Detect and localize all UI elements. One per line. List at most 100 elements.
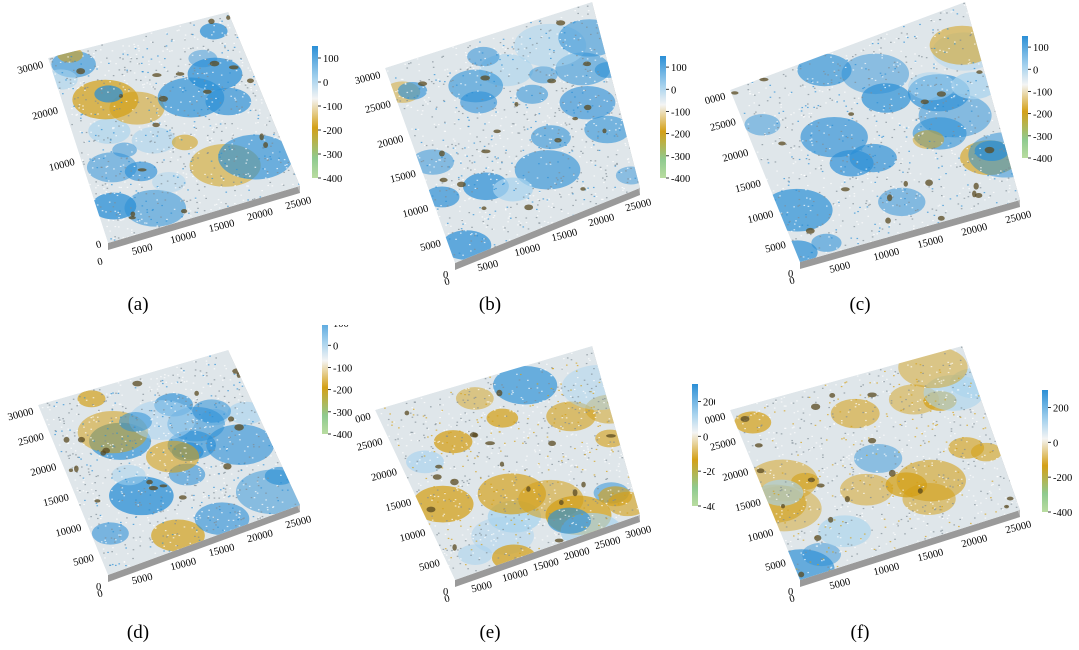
colorbar [322,325,328,434]
colorbar-tick-label: -400 [703,502,715,513]
colorbar-tick-label: 100 [671,63,687,74]
x-tick-label: 10000 [501,568,529,585]
x-tick-label: 25000 [1004,209,1032,226]
x-tick-label: 10000 [513,242,541,259]
x-tick-label: 15000 [208,542,236,559]
x-tick-label: 0 [96,588,104,600]
x-tick-label: 5000 [131,572,154,588]
surface-base-side [800,200,1020,269]
colorbar-tick-label: -300 [671,152,690,163]
y-tick-label: 5000 [764,240,787,256]
surface-base-side [455,188,640,270]
colorbar-tick-label: 0 [333,341,338,352]
surface-plot-c: 0500010000150002000025000500010000150002… [705,2,1052,287]
panel-c: 0 5000 10000 15000 20000 25000 5000 10000 15000 2… [705,0,1065,325]
colorbar-tick-label: -100 [323,102,342,113]
x-tick-label: 25000 [594,535,622,552]
caption-f: (f) [850,622,870,643]
y-tick-label: 20000 [722,467,750,484]
colorbar-tick-label: -400 [323,174,342,185]
x-tick-label: 0 [96,256,104,268]
surface-plot-b: 0500010000150002000025000500010000150002… [355,2,690,288]
y-tick-label: 5000 [764,558,787,574]
panel-d: 0 5000 10000 15000 20000 25000 5000 10000 15000 2… [0,325,360,650]
x-tick-label: 10000 [872,561,900,578]
y-tick-label: 15000 [734,497,762,514]
x-tick-label: 0 [788,275,796,287]
y-tick-label: 20000 [722,148,750,165]
colorbar-tick-label: 200 [1053,403,1069,414]
caption-a: (a) [127,294,149,315]
x-tick-label: 0 [788,593,796,605]
y-tick-label: 15000 [384,497,412,514]
surface-base-side [108,186,300,250]
x-tick-label: 5000 [476,259,499,275]
x-tick-label: 25000 [284,514,312,531]
x-tick-label: 5000 [828,577,851,593]
colorbar-tick-label: -400 [1033,154,1052,165]
panel-a: 0 5000 10000 15000 20000 25000 0 10000 20000 3000… [0,0,360,325]
surface-base-side [108,505,300,582]
y-tick-label: 25000 [709,437,737,454]
x-tick-label: 15000 [916,234,944,251]
colorbar-tick-label: -200 [671,130,690,141]
y-tick-label: 10000 [747,528,775,545]
colorbar-tick-label: -400 [333,430,352,441]
y-tick-label: 5000 [72,553,95,569]
x-tick-label: 20000 [246,207,274,224]
y-tick-label: 20000 [370,467,398,484]
colorbar-tick-label: 100 [1033,43,1049,54]
x-tick-label: 0 [443,276,451,288]
y-tick-label: 30000 [355,411,372,428]
x-tick-label: 15000 [550,227,578,244]
colorbar-tick-label: 0 [323,78,328,89]
colorbar-tick-label: 200 [703,397,715,408]
panel-b: 0 5000 10000 15000 20000 25000 5000 10000 15000 2… [355,0,715,325]
x-tick-label: 20000 [960,533,988,550]
colorbar-tick-label: -100 [333,363,352,374]
colorbar-tick-label: -200 [703,467,715,478]
y-tick-label: 30000 [705,411,727,428]
colorbar [1042,390,1048,512]
surface-base-side [800,510,1020,587]
colorbar-tick-label: -200 [1033,110,1052,121]
x-tick-label: 30000 [624,524,652,541]
surface-base-side [455,515,640,587]
colorbar-tick-label: -300 [1033,132,1052,143]
y-tick-label: 15000 [734,178,762,195]
colorbar-tick-label: 100 [333,325,349,330]
surface-plot-e: 0500010000150002000025000300005000100001… [355,346,715,605]
colorbar [660,56,666,178]
colorbar-tick-label: -400 [671,174,690,185]
x-tick-label: 20000 [587,212,615,229]
surface-texture [38,350,300,575]
origin-label: 0 [443,587,448,598]
colorbar-tick-label: -200 [1053,473,1072,484]
x-tick-label: 0 [443,593,451,605]
y-tick-label: 15000 [389,169,417,186]
surface-plot-a: 0 5000 10000 15000 20000 25000 0 10000 20000 3000… [16,12,342,268]
y-tick-label: 25000 [17,432,45,449]
x-tick-label: 20000 [960,222,988,239]
y-tick-label: 15000 [42,492,70,509]
colorbar-tick-label: -300 [323,150,342,161]
origin-label: 0 [443,270,448,281]
colorbar-tick-label: 0 [1033,65,1038,76]
x-tick-label: 25000 [624,197,652,214]
panel-e: 0 5000 10000 15000 20000 25000 30000 5000 10000 1… [355,325,715,650]
x-tick-label: 5000 [828,260,851,276]
y-tick-label: 30000 [705,91,727,108]
y-tick-label: 20000 [30,462,58,479]
colorbar [1022,36,1028,158]
y-tick-label: 10000 [55,523,83,540]
origin-label: 0 [96,582,101,593]
y-tick-label: 30000 [7,406,35,423]
y-tick-label: 20000 [377,134,405,151]
y-tick-label: 20000 [31,106,59,123]
colorbar [312,46,318,178]
y-tick-label: 10000 [399,528,427,545]
colorbar-tick-label: 0 [1053,438,1058,449]
colorbar-tick-label: 0 [671,85,676,96]
x-tick-label: 25000 [284,195,312,212]
surface-texture [48,12,300,243]
